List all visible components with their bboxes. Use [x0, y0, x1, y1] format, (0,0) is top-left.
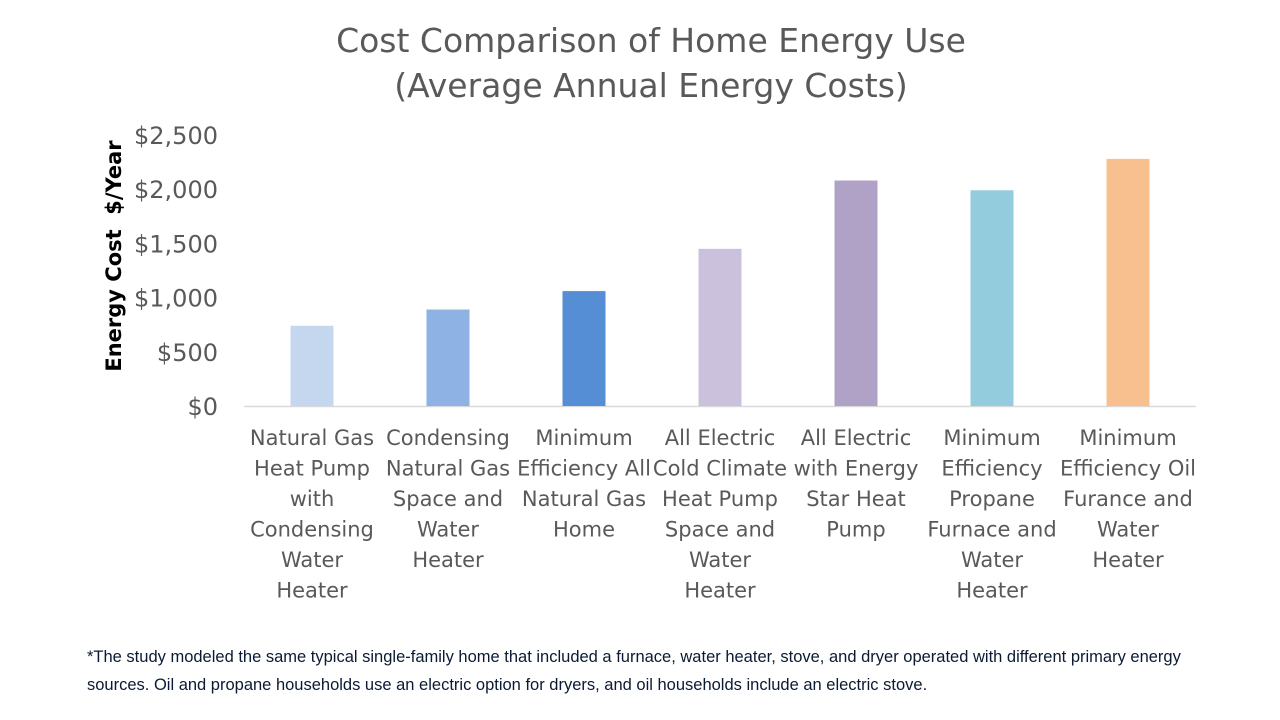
footnote: *The study modeled the same typical sing… [87, 643, 1237, 699]
footnote-line-2: sources. Oil and propane households use … [87, 676, 928, 694]
bar-6 [970, 190, 1014, 406]
y-tick-label: $0 [187, 393, 218, 421]
category-label-6: Minimum Efficiency Propane Furnace and Water… [927, 426, 1056, 603]
bar-chart: Cost Comparison of Home Energy Use (Avera… [102, 21, 1196, 603]
footnote-line-1: *The study modeled the same typical sing… [87, 648, 1181, 666]
bar-3 [562, 291, 606, 406]
y-axis-ticks: $0 $500 $1,000 $1,500 $2,000 $2,500 [134, 122, 218, 421]
category-label-1: Natural Gas Heat Pump with Condensing Water H… [250, 426, 374, 603]
bar-7 [1106, 158, 1150, 406]
y-axis-title: Energy Cost $/Year [102, 140, 126, 372]
y-tick-label: $500 [157, 339, 218, 367]
chart-title: Cost Comparison of Home Energy Use (Avera… [336, 21, 966, 105]
y-tick-label: $1,500 [134, 230, 218, 258]
category-label-5: All Electric with Energy Star Heat Pump [794, 426, 919, 542]
bar-4 [698, 248, 742, 406]
chart-title-line-2: (Average Annual Energy Costs) [394, 66, 908, 105]
bar-1 [290, 325, 334, 406]
y-axis-title-text: Energy Cost $/Year [102, 140, 126, 372]
category-label-4: All Electric Cold Climate Heat Pump Space a… [653, 426, 787, 603]
bar-2 [426, 309, 470, 406]
bars [290, 158, 1150, 406]
category-label-3: Minimum Efficiency All Natural Gas Home [517, 426, 651, 542]
category-labels: Natural Gas Heat Pump with Condensing Water H… [250, 426, 1196, 603]
category-label-2: Condensing Natural Gas Space and Water Heate… [386, 426, 510, 572]
bar-5 [834, 180, 878, 406]
y-tick-label: $2,000 [134, 176, 218, 204]
chart-title-line-1: Cost Comparison of Home Energy Use [336, 21, 966, 60]
y-tick-label: $1,000 [134, 285, 218, 313]
y-tick-label: $2,500 [134, 122, 218, 150]
category-label-7: Minimum Efficiency Oil Furance and Water Hea… [1060, 426, 1196, 572]
